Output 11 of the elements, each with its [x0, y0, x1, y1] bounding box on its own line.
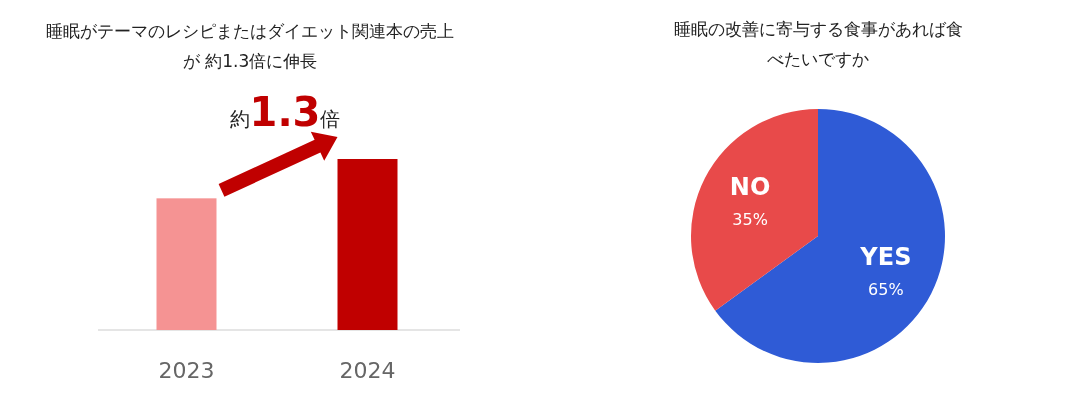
data-label: 35%	[732, 210, 768, 230]
data-label: 65%	[868, 279, 904, 299]
pie-slice	[715, 109, 945, 363]
x-tick-label: 2023	[158, 358, 215, 383]
slice-label: YES	[859, 242, 912, 271]
pie-slice	[691, 109, 818, 311]
chart-title: 睡眠がテーマのレシピまたはダイエット関連本の売上が 約1.3倍に伸長	[45, 20, 455, 73]
x-tick-label: 2024	[339, 358, 396, 383]
chart-title: 睡眠の改善に寄与する食事があれば食べたいですか	[673, 18, 963, 71]
text: 約1.3倍	[229, 89, 341, 135]
slice-label: NO	[729, 173, 771, 202]
